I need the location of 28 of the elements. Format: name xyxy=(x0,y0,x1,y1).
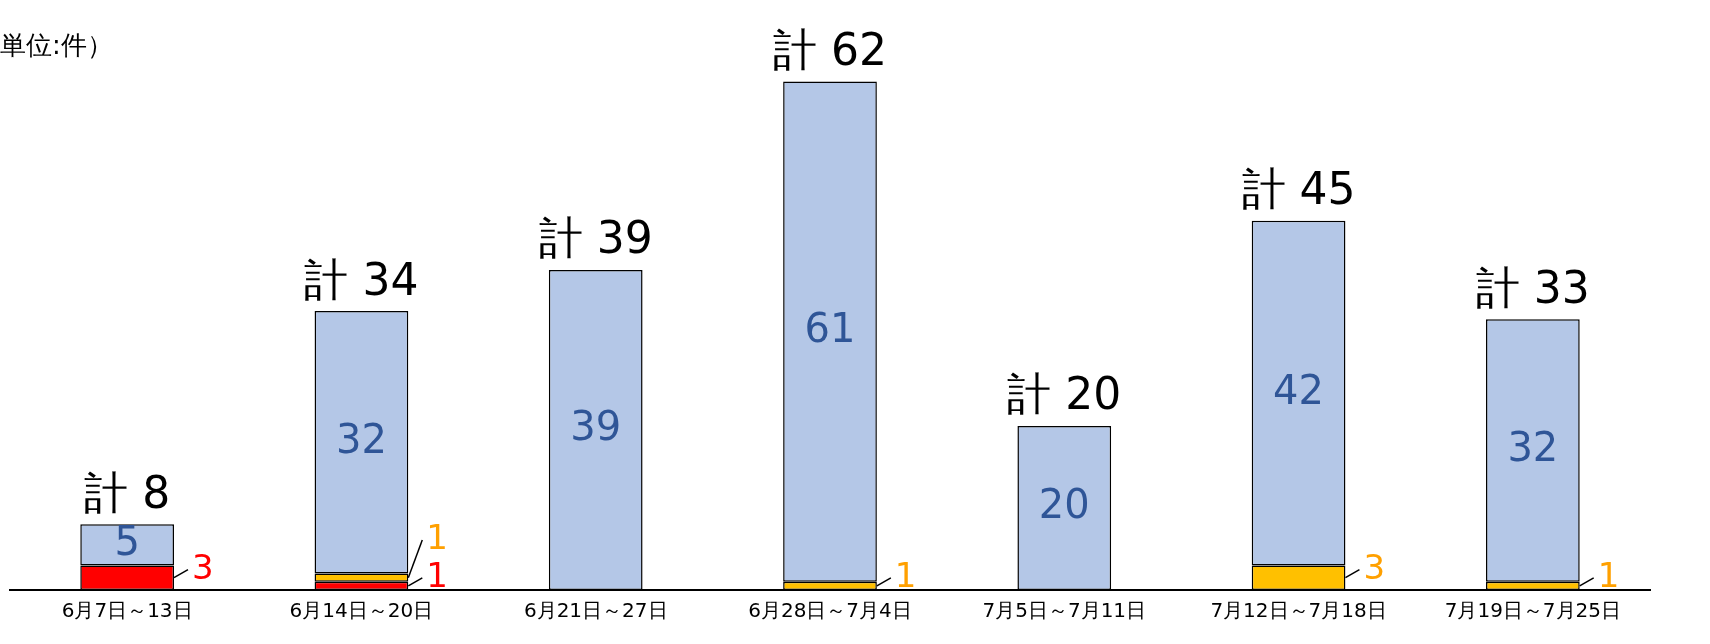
data-label: 3 xyxy=(192,546,214,587)
x-tick-label: 7月12日～7月18日 xyxy=(1210,598,1387,623)
total-label: 計 39 xyxy=(538,212,653,264)
x-tick-label: 6月7日～13日 xyxy=(61,598,193,623)
data-label: 61 xyxy=(804,304,856,351)
data-label: 1 xyxy=(1597,554,1620,595)
data-label: 42 xyxy=(1273,366,1325,413)
data-label: 1 xyxy=(894,554,917,595)
data-label: 1 xyxy=(426,554,448,595)
data-label: 5 xyxy=(114,518,140,565)
x-tick-label: 6月28日～7月4日 xyxy=(748,598,912,623)
data-label: 20 xyxy=(1038,481,1090,528)
data-label: 1 xyxy=(426,516,448,557)
total-label: 計 45 xyxy=(1241,163,1356,215)
x-tick-label: 7月5日～7月11日 xyxy=(982,598,1147,623)
data-label: 39 xyxy=(570,403,622,450)
total-label: 計 62 xyxy=(773,23,887,75)
data-label: 3 xyxy=(1363,546,1386,587)
total-label: 計 8 xyxy=(84,466,171,518)
x-tick-label: 6月21日～27日 xyxy=(523,598,668,623)
total-label: 計 20 xyxy=(1007,368,1122,420)
total-label: 計 34 xyxy=(304,253,419,305)
data-label: 32 xyxy=(335,415,387,462)
x-tick-label: 7月19日～7月25日 xyxy=(1444,598,1622,623)
data-label: 32 xyxy=(1507,423,1559,470)
text: 単位:件） xyxy=(0,29,113,62)
total-label: 計 33 xyxy=(1475,261,1590,313)
x-tick-label: 6月14日～20日 xyxy=(289,598,434,623)
